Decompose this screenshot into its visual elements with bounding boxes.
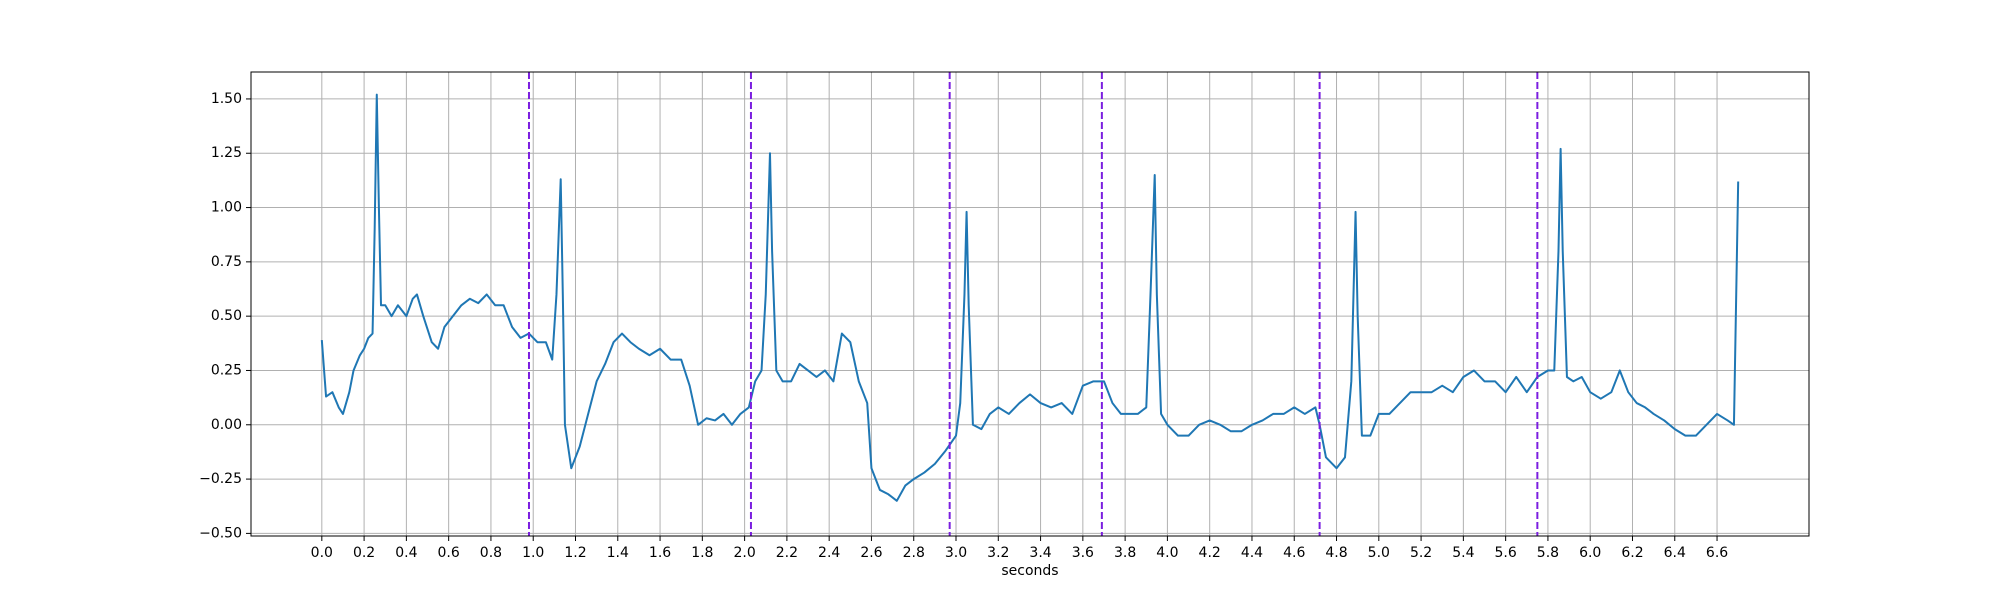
x-tick-label: 6.4 (1664, 545, 1686, 561)
x-tick-label: 5.8 (1537, 545, 1559, 561)
x-tick-label: 3.8 (1114, 545, 1136, 561)
y-tick-label: 1.25 (211, 145, 242, 161)
x-tick-label: 4.6 (1283, 545, 1305, 561)
x-tick-label: 6.0 (1579, 545, 1601, 561)
x-tick-label: 2.6 (860, 545, 882, 561)
x-tick-label: 1.2 (564, 545, 586, 561)
x-tick-label: 2.0 (733, 545, 755, 561)
x-tick-label: 2.4 (818, 545, 840, 561)
x-tick-label: 2.2 (776, 545, 798, 561)
x-tick-label: 4.8 (1325, 545, 1347, 561)
x-tick-label: 6.2 (1621, 545, 1643, 561)
y-tick-label: 0.25 (211, 362, 242, 378)
x-tick-label: 4.2 (1199, 545, 1221, 561)
x-tick-label: 0.8 (480, 545, 502, 561)
x-tick-label: 4.4 (1241, 545, 1263, 561)
x-tick-label: 0.6 (438, 545, 460, 561)
x-tick-label: 3.4 (1029, 545, 1051, 561)
x-tick-label: 2.8 (903, 545, 925, 561)
x-tick-label: 4.0 (1156, 545, 1178, 561)
y-tick-label: 0.00 (211, 417, 242, 433)
plot-frame (250, 71, 1810, 537)
x-tick-label: 0.4 (395, 545, 417, 561)
x-tick-label: 5.2 (1410, 545, 1432, 561)
x-tick-label: 5.6 (1495, 545, 1517, 561)
x-tick-label: 6.6 (1706, 545, 1728, 561)
y-tick-label: −0.25 (199, 471, 242, 487)
signal-line (320, 93, 1740, 502)
x-tick-label: 1.6 (649, 545, 671, 561)
y-tick-label: 0.50 (211, 308, 242, 324)
y-tick-label: 1.00 (211, 200, 242, 216)
x-tick-label: 3.2 (987, 545, 1009, 561)
x-tick-label: 3.0 (945, 545, 967, 561)
x-tick-label: 5.0 (1368, 545, 1390, 561)
x-tick-label: 1.4 (607, 545, 629, 561)
x-tick-label: 1.0 (522, 545, 544, 561)
x-tick-label: 5.4 (1452, 545, 1474, 561)
y-tick-label: 0.75 (211, 254, 242, 270)
y-tick-label: −0.50 (199, 525, 242, 541)
x-axis-label: seconds (1001, 563, 1058, 579)
x-tick-label: 3.6 (1072, 545, 1094, 561)
y-tick-label: 1.50 (211, 91, 242, 107)
x-tick-label: 0.2 (353, 545, 375, 561)
x-tick-label: 0.0 (311, 545, 333, 561)
x-tick-label: 1.8 (691, 545, 713, 561)
